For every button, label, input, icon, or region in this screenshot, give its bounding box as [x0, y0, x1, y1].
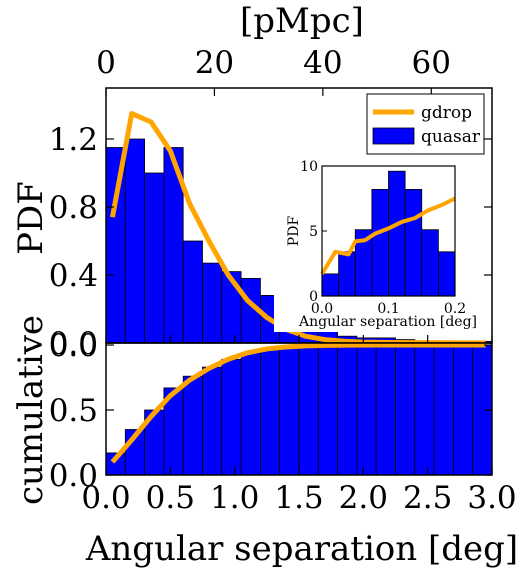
cum-ytick-label: 0.0 [49, 328, 98, 364]
cumulative-histogram-bar [182, 375, 203, 476]
cum-xtick-label: 2.0 [339, 480, 388, 516]
cumulative-histogram-bar [317, 344, 338, 476]
gdrop-cumulative-line [110, 342, 486, 464]
inset-quasar-bar [421, 229, 439, 297]
cum-xtick-label: 1.5 [274, 480, 323, 516]
top-xtick-label: 0 [96, 45, 116, 81]
cum-xtick-label: 3.0 [467, 480, 516, 516]
inset-xtick-label: 0.0 [311, 301, 333, 317]
quasar-histogram-bar [202, 262, 223, 344]
inset-quasar-bar [388, 170, 406, 297]
quasar-histogram-bar [182, 240, 203, 344]
top-xtick-label: 20 [195, 45, 234, 81]
top-xtick-label: 60 [412, 45, 451, 81]
pdf-ytick-label: 0.0 [49, 326, 98, 362]
pdf-ytick-label: 0.4 [49, 258, 98, 294]
pdf-ylabel: PDF [11, 181, 51, 255]
legend-gdrop-label: gdrop [421, 103, 472, 123]
legend-quasar-swatch [372, 127, 415, 145]
cumulative-histogram-bar [221, 358, 242, 476]
cumulative-histogram-bar [375, 344, 396, 476]
x-axis-label: Angular separation [deg] [85, 529, 518, 569]
cumulative-histogram-bar [202, 366, 223, 476]
top-axis-label: [pMpc] [240, 1, 364, 41]
inset-xtick-label: 0.2 [444, 301, 466, 317]
legend-quasar-label: quasar [421, 127, 481, 147]
axis-labels: PDF cumulative [11, 181, 51, 505]
inset-panel: 0 5 10 0.0 0.1 0.2 PDF Angular separation [deg] [274, 152, 477, 332]
cum-xtick-label: 2.5 [403, 480, 452, 516]
inset-quasar-bar [321, 273, 340, 297]
pdf-ytick-label: 0.8 [49, 190, 98, 226]
inset-quasar-bar [338, 251, 356, 297]
inset-gdrop-line [320, 196, 456, 275]
inset-xlabel: Angular separation [deg] [298, 314, 477, 330]
inset-ytick-label: 5 [309, 224, 318, 240]
inset-quasar-bar [437, 251, 456, 297]
inset-quasar-bar [371, 188, 389, 297]
cum-xtick-label: 0.5 [146, 480, 195, 516]
cum-xtick-label: 0.0 [81, 480, 130, 516]
quasar-histogram-bar [124, 138, 146, 344]
top-xtick-label: 40 [303, 45, 342, 81]
cumulative-histogram-bar [433, 344, 454, 476]
cumulative-histogram-bar [452, 344, 474, 476]
cumulative-histogram-bar [337, 344, 358, 476]
cum-ytick-label: 0.5 [49, 393, 98, 429]
cumulative-histogram-bar [279, 347, 300, 476]
inset-ylabel: PDF [286, 216, 302, 247]
legend: gdrop quasar [366, 93, 485, 155]
cumulative-histogram-bar [356, 344, 377, 476]
quasar-histogram-bar [144, 172, 165, 344]
pdf-ytick-label: 1.2 [49, 122, 98, 158]
pdf-panel: 0.0 0.4 0.8 1.2 0 20 40 60 [pMpc] [49, 1, 493, 362]
cum-xtick-label: 1.0 [210, 480, 259, 516]
cumulative-histogram-bar [259, 348, 281, 476]
cumulative-ylabel: cumulative [11, 315, 51, 505]
inset-ytick-label: 0 [309, 289, 318, 305]
cumulative-histogram-bar [240, 352, 261, 476]
inset-xtick-label: 0.1 [377, 301, 399, 317]
cumulative-histogram-bar [298, 345, 319, 476]
cumulative-histogram-bar [414, 344, 435, 476]
inset-ytick-label: 10 [300, 159, 318, 175]
cum-ytick-label: 0.0 [49, 458, 98, 494]
cumulative-histogram-bar [395, 344, 416, 476]
inset-quasar-bar [404, 188, 423, 297]
